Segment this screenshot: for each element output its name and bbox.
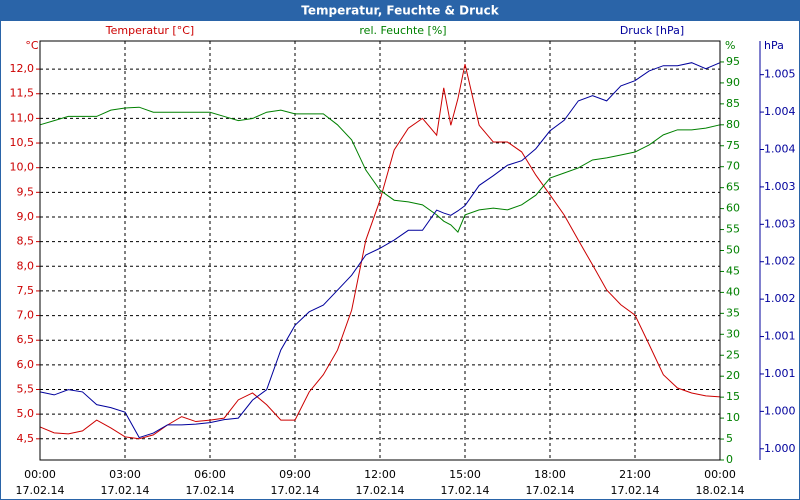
- y-tick-label: 7,0: [17, 309, 35, 322]
- series-line: [39, 106, 721, 233]
- x-tick-label: 06:00: [194, 468, 226, 481]
- x-tick-date: 17.02.14: [271, 484, 320, 497]
- y3-tick-label: 1.004: [764, 142, 796, 155]
- series-line: [39, 64, 721, 440]
- x-tick-date: 17.02.14: [526, 484, 575, 497]
- x-tick-label: 00:00: [704, 468, 736, 481]
- y2-tick-label: 40: [726, 285, 740, 298]
- y-tick-label: 12,0: [10, 62, 35, 75]
- y3-tick-label: 1.000: [764, 442, 796, 455]
- x-tick-label: 03:00: [109, 468, 141, 481]
- y-tick-label: 5,5: [17, 383, 35, 396]
- y-tick-label: 11,0: [10, 111, 35, 124]
- y-tick-label: 9,5: [17, 185, 35, 198]
- y3-tick-label: 1.001: [764, 330, 796, 343]
- x-tick-label: 21:00: [619, 468, 651, 481]
- y2-tick-label: 35: [726, 306, 740, 319]
- chart-title: Temperatur, Feuchte & Druck: [301, 4, 499, 18]
- y2-tick-label: 10: [726, 411, 740, 424]
- y2-tick-label: 45: [726, 264, 740, 277]
- y-tick-label: 5,0: [17, 407, 35, 420]
- y2-tick-label: 85: [726, 97, 740, 110]
- y3-tick-label: 1.002: [764, 255, 796, 268]
- y-tick-label: 6,5: [17, 333, 35, 346]
- y-tick-label: 9,0: [17, 210, 35, 223]
- y-tick-label: 4,5: [17, 432, 35, 445]
- y2-tick-label: 20: [726, 369, 740, 382]
- y3-tick-label: 1.003: [764, 180, 796, 193]
- y-unit: °C: [25, 39, 39, 52]
- x-tick-label: 15:00: [449, 468, 481, 481]
- x-tick-date: 17.02.14: [611, 484, 660, 497]
- y2-tick-label: 5: [726, 432, 733, 445]
- x-tick-label: 00:00: [24, 468, 56, 481]
- series-line: [39, 62, 721, 439]
- y-tick-label: 8,5: [17, 235, 35, 248]
- y3-unit: hPa: [764, 39, 784, 52]
- y-tick-label: 7,5: [17, 284, 35, 297]
- y3-tick-label: 1.005: [764, 68, 796, 81]
- x-tick-date: 17.02.14: [16, 484, 65, 497]
- y3-tick-label: 1.004: [764, 105, 796, 118]
- legend-label: rel. Feuchte [%]: [359, 24, 446, 37]
- x-tick-date: 17.02.14: [356, 484, 405, 497]
- y2-tick-label: 60: [726, 202, 740, 215]
- plot-border: [39, 40, 721, 461]
- y3-tick-label: 1.001: [764, 367, 796, 380]
- y2-tick-label: 55: [726, 223, 740, 236]
- x-tick-label: 09:00: [279, 468, 311, 481]
- y2-tick-label: 15: [726, 390, 740, 403]
- legend-label: Temperatur [°C]: [105, 24, 194, 37]
- y3-tick-label: 1.002: [764, 292, 796, 305]
- y-tick-label: 10,0: [10, 161, 35, 174]
- y-tick-label: 11,5: [10, 87, 35, 100]
- title-bar: [0, 0, 800, 21]
- y-tick-label: 8,0: [17, 259, 35, 272]
- legend-label: Druck [hPa]: [620, 24, 684, 37]
- y3-tick-label: 1.003: [764, 217, 796, 230]
- x-tick-date: 17.02.14: [186, 484, 235, 497]
- x-tick-date: 17.02.14: [441, 484, 490, 497]
- y2-tick-label: 75: [726, 139, 740, 152]
- y2-tick-label: 80: [726, 118, 740, 131]
- y2-tick-label: 95: [726, 55, 740, 68]
- y2-tick-label: 90: [726, 76, 740, 89]
- x-tick-date: 18.02.14: [696, 484, 745, 497]
- x-tick-label: 18:00: [534, 468, 566, 481]
- y2-tick-label: 25: [726, 348, 740, 361]
- y2-tick-label: 0: [726, 453, 733, 466]
- y-tick-label: 6,0: [17, 358, 35, 371]
- x-tick-label: 12:00: [364, 468, 396, 481]
- y3-tick-label: 1.000: [764, 404, 796, 417]
- y2-tick-label: 30: [726, 327, 740, 340]
- y2-tick-label: 65: [726, 181, 740, 194]
- y-tick-label: 10,5: [10, 136, 35, 149]
- y2-unit: %: [725, 39, 735, 52]
- x-tick-date: 17.02.14: [101, 484, 150, 497]
- y2-tick-label: 70: [726, 160, 740, 173]
- y2-tick-label: 50: [726, 244, 740, 257]
